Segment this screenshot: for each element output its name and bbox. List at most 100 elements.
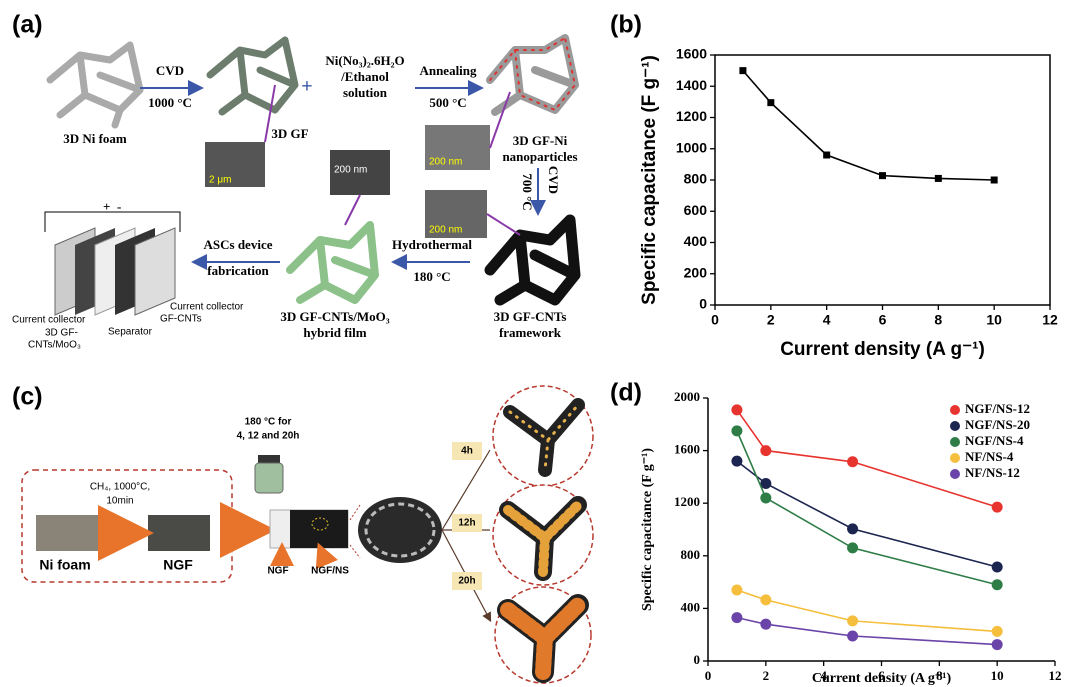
x-tick-label: 0 [705, 668, 712, 683]
arrow [315, 542, 338, 570]
y-tick-label: 2000 [674, 389, 700, 404]
scale-bar: 2 μm [209, 175, 231, 186]
line [736, 430, 998, 586]
panel-label: (a) [12, 11, 43, 39]
tag [452, 442, 482, 460]
sem-image [425, 190, 487, 238]
sem-image [330, 150, 390, 195]
y-tick-label: 400 [681, 599, 701, 614]
y-tick-label: 200 [684, 264, 708, 280]
plus: + [301, 76, 312, 98]
point [731, 425, 743, 437]
label: 700 °C [520, 173, 535, 210]
dashed-box [21, 469, 233, 583]
point [767, 99, 775, 107]
label: Hydrothermal [392, 237, 472, 252]
y-tick-label: 0 [694, 652, 701, 667]
label: 20h [458, 576, 475, 587]
photo [290, 510, 348, 548]
scale-bar: 200 nm [429, 225, 462, 236]
legend-marker [950, 469, 960, 479]
x-tick-label: 6 [879, 312, 887, 328]
point [760, 594, 772, 606]
point [731, 584, 743, 596]
foam-image [358, 497, 442, 563]
arrow [441, 449, 490, 620]
label: nanoparticles [502, 149, 577, 164]
label: CH₄, 1000°C, [90, 482, 150, 493]
legend-label: NF/NS-12 [965, 465, 1020, 480]
label: + [103, 199, 110, 214]
label: GF-CNTs [160, 314, 202, 325]
legend-label: NGF/NS-20 [965, 417, 1030, 432]
y-tick-label: 800 [681, 547, 701, 562]
x-tick-label: 4 [820, 668, 827, 683]
point [731, 612, 743, 624]
plot-frame [714, 54, 1051, 306]
legend-marker [950, 421, 960, 431]
label: NGF [163, 557, 193, 573]
label: Current collector [170, 302, 244, 313]
point [847, 523, 859, 535]
label: 4h [461, 446, 473, 457]
line [736, 616, 998, 646]
zoom-circle [311, 517, 329, 531]
charts: 0 2 4 6 8 10 1202004006008001000120014001600Cu… [639, 46, 1061, 687]
tag [452, 514, 482, 532]
scale-bar: 200 nm [334, 165, 367, 176]
label: 1000 °C [148, 95, 192, 110]
scale-bar: 200 nm [429, 157, 462, 168]
line [736, 409, 998, 508]
x-tick-label: 2 [767, 312, 775, 328]
legend-marker [950, 405, 960, 415]
tag [452, 572, 482, 590]
point [731, 404, 743, 416]
label: 180 °C [413, 269, 450, 284]
collector [134, 227, 176, 316]
x-tick-label: 6 [878, 668, 885, 683]
zoom-line [349, 504, 361, 559]
y-tick-label: 0 [699, 296, 707, 312]
label: Ni(No₃)₂.6H₂O [325, 53, 404, 68]
label: /Ethanol [340, 69, 389, 84]
point [760, 477, 772, 489]
line [742, 70, 995, 181]
point [731, 455, 743, 467]
label: hybrid film [303, 325, 366, 340]
label: - [117, 199, 121, 214]
hybrid-shape [286, 221, 379, 304]
y-tick-label: 1200 [676, 108, 707, 124]
label: 3D GF [271, 126, 308, 141]
y-axis-label: Specific capacitance (F g⁻¹) [639, 55, 660, 305]
label: framework [499, 325, 562, 340]
diagram-c: CH₄, 1000°C, 10min Ni foam NGF 180 °C fo… [21, 385, 594, 684]
line [736, 589, 998, 633]
y-tick-label: 1000 [676, 139, 707, 155]
panel-label: (d) [610, 379, 642, 407]
point [760, 618, 772, 630]
point [991, 579, 1003, 591]
gf-ni-shape [486, 34, 579, 116]
label: ASCs device [204, 237, 273, 252]
wire [44, 211, 181, 232]
x-tick-label: 0 [711, 312, 719, 328]
label: Separator [108, 327, 153, 338]
point [847, 542, 859, 554]
legend-marker [950, 437, 960, 447]
point [991, 501, 1003, 513]
label: 3D GF-Ni [513, 133, 568, 148]
label: solution [343, 85, 388, 100]
point [823, 151, 831, 159]
y-tick-label: 400 [684, 233, 708, 249]
label: 3D GF- [45, 328, 78, 339]
point [847, 615, 859, 627]
point [760, 445, 772, 457]
x-tick-label: 8 [934, 312, 942, 328]
y-tick-label: 800 [684, 171, 708, 187]
point [739, 67, 747, 75]
legend-label: NF/NS-4 [965, 449, 1014, 464]
label: 10min [106, 496, 133, 507]
y-tick-label: 600 [684, 202, 708, 218]
foam-pores [364, 502, 436, 558]
